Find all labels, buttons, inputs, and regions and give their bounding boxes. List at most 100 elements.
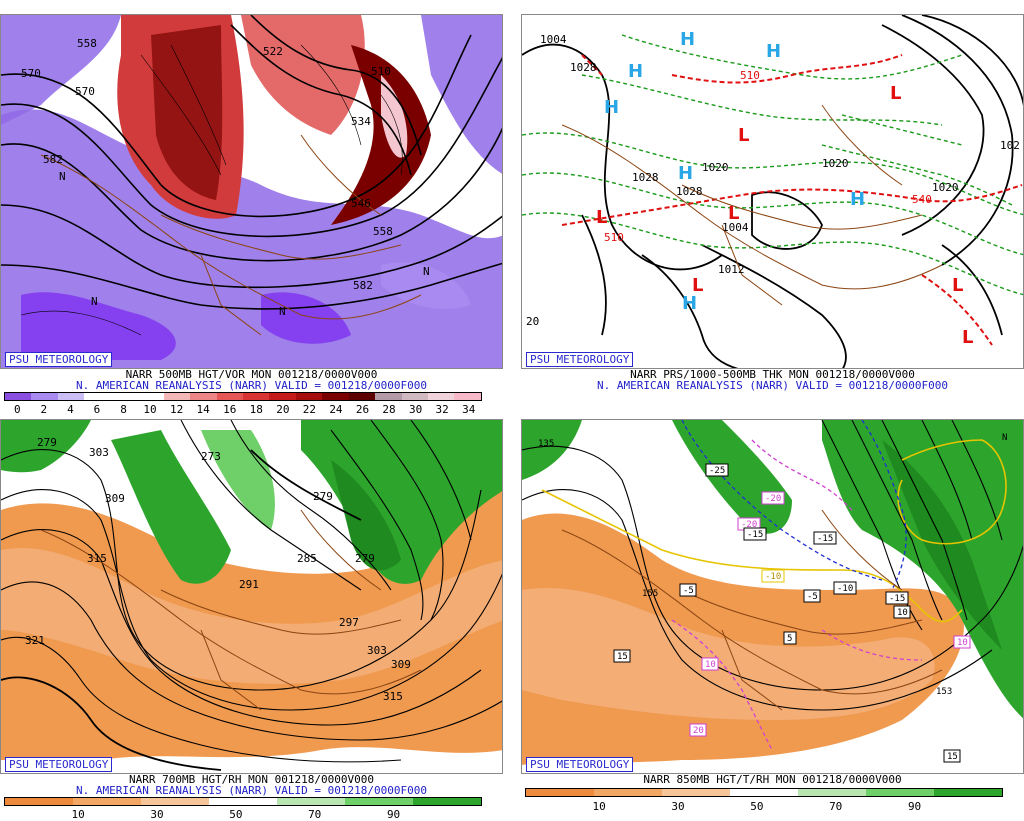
temp-box: 15 <box>943 749 961 763</box>
colorbar-tick-label: 14 <box>196 403 210 416</box>
colorbar-tick-label: 0 <box>13 403 21 416</box>
contour-label: 1020 <box>822 157 849 170</box>
contour-label: 309 <box>391 658 411 671</box>
temp-label: -5 <box>683 586 694 596</box>
contour-label: 1028 <box>570 61 597 74</box>
colorbar-tick-label: 28 <box>382 403 396 416</box>
colorbar-tick-label: 50 <box>229 808 243 821</box>
contour-label: 582 <box>43 153 63 166</box>
psu-meteorology-badge: PSU METEOROLOGY <box>5 352 113 367</box>
contour-labels-700mb: 303 309 315 321 279 273 285 279 291 297 … <box>25 436 411 703</box>
contour-label: 315 <box>383 690 403 703</box>
colorbar-tick-label: 18 <box>249 403 263 416</box>
map-850mb-temp-rh: 135 -25 -20 -20 -15 -15 -10 -15 -5 -5 -1… <box>521 419 1024 774</box>
contour-label: 582 <box>353 279 373 292</box>
colorbar-tick-label: 12 <box>169 403 184 416</box>
contour-label: 558 <box>77 37 97 50</box>
map-700mb-rh: 303 309 315 321 279 273 285 279 291 297 … <box>0 419 503 774</box>
colorbar-tick-label: 22 <box>302 403 316 416</box>
colorbar-ticks: 10 30 50 70 90 <box>525 800 1003 813</box>
contour-label: 540 <box>912 193 932 206</box>
temp-box: 10 <box>701 657 719 671</box>
temp-box: -15 <box>813 531 837 545</box>
high-pressure-marker: H <box>850 189 865 210</box>
temp-box: 15 <box>613 649 631 663</box>
colorbar-swatch <box>277 798 345 805</box>
colorbar-tick-label: 32 <box>435 403 449 416</box>
high-pressure-marker: H <box>628 61 643 82</box>
colorbar-swatch <box>141 798 209 805</box>
panel-caption-valid: N. AMERICAN REANALYSIS (NARR) VALID = 00… <box>597 379 948 392</box>
panel-500mb: 558 570 582 522 510 534 546 558 570 582 … <box>0 14 503 416</box>
temp-box: -5 <box>679 583 697 597</box>
temp-box: -10 <box>761 569 785 583</box>
temp-box: -20 <box>761 491 785 505</box>
colorbar-swatch <box>375 393 402 400</box>
temp-box: -25 <box>705 463 729 477</box>
temp-label: -15 <box>747 530 763 540</box>
map-500mb-vorticity: 558 570 582 522 510 534 546 558 570 582 … <box>0 14 503 369</box>
panel-850mb: 135 -25 -20 -20 -15 -15 -10 -15 -5 -5 -1… <box>521 419 1024 819</box>
colorbar-swatch <box>269 393 296 400</box>
contour-label: 279 <box>355 552 375 565</box>
colorbar-swatch <box>934 789 1002 796</box>
colorbar-tick-label: 20 <box>276 403 290 416</box>
contour-label: 558 <box>373 225 393 238</box>
temp-label: -20 <box>741 520 757 530</box>
panel-caption-title: NARR PRS/1000-500MB THK MON 001218/0000V… <box>630 368 915 381</box>
panel-caption-title: NARR 700MB HGT/RH MON 001218/0000V000 <box>128 773 375 786</box>
contour-label: 135 <box>538 439 554 449</box>
colorbar-swatch <box>110 393 138 400</box>
temp-label: -15 <box>817 534 833 544</box>
colorbar-swatch <box>209 798 277 805</box>
colorbar-swatch <box>73 798 141 805</box>
colorbar-tick-label: 6 <box>93 403 101 416</box>
colorbar-swatch <box>526 789 594 796</box>
panel-pressure-thickness: H H H H H H H L L L L L L L 1004 1028 51… <box>521 14 1024 414</box>
contour-label: 1004 <box>540 33 567 46</box>
colorbar-tick-label: 34 <box>462 403 476 416</box>
panel-caption-title: NARR 850MB HGT/T/RH MON 001218/0000V000 <box>643 773 902 786</box>
contour-label: 1028 <box>632 171 659 184</box>
contour-label: 297 <box>339 616 359 629</box>
contour-label: 102 <box>1000 139 1020 152</box>
colorbar-swatch <box>454 393 481 400</box>
colorbar-swatch <box>190 393 217 400</box>
colorbar-tick-label: 10 <box>592 800 606 813</box>
map-850mb-svg: 135 -25 -20 -20 -15 -15 -10 -15 -5 -5 -1… <box>522 420 1023 773</box>
colorbar-swatch <box>798 789 866 796</box>
colorbar-tick-label: 8 <box>120 403 127 416</box>
contour-label: 285 <box>297 552 317 565</box>
colorbar-ticks: 10 30 50 70 90 <box>4 808 482 821</box>
temp-label: 10 <box>705 660 716 670</box>
colorbar-tick-label: 30 <box>408 403 423 416</box>
colorbar-swatch <box>348 393 376 400</box>
contour-label: 570 <box>75 85 95 98</box>
high-pressure-marker: H <box>604 97 619 118</box>
colorbar-swatch <box>322 393 349 400</box>
colorbar-tick-label: 30 <box>150 808 164 821</box>
psu-meteorology-badge: PSU METEOROLOGY <box>526 757 634 772</box>
map-700mb-svg: 303 309 315 321 279 273 285 279 291 297 … <box>1 420 502 773</box>
contour-label: 321 <box>25 634 45 647</box>
colorbar-tick-label: 70 <box>308 808 322 821</box>
colorbar-tick-label: 26 <box>355 403 370 416</box>
high-pressure-marker: H <box>678 163 693 184</box>
map-500mb-svg: 558 570 582 522 510 534 546 558 570 582 … <box>1 15 502 368</box>
colorbar-tick-label: 70 <box>829 800 843 813</box>
low-pressure-marker: L <box>952 275 963 296</box>
temp-label: -10 <box>765 572 781 582</box>
contour-label: 309 <box>105 492 125 505</box>
contour-label: 510 <box>604 231 624 244</box>
colorbar-swatch <box>295 393 323 400</box>
low-pressure-marker: L <box>596 207 607 228</box>
high-low-markers: H H H H H H H L L L L L L L <box>596 29 973 348</box>
colorbar-swatch <box>137 393 164 400</box>
colorbar-swatch <box>31 393 58 400</box>
colorbar-swatch <box>84 393 111 400</box>
temp-box: -10 <box>833 581 857 595</box>
contour-labels-500mb: 558 570 582 522 510 534 546 558 570 582 … <box>21 37 430 318</box>
temperature-labels: 135 -25 -20 -20 -15 -15 -10 -15 -5 -5 -1… <box>538 433 1007 763</box>
high-pressure-marker: H <box>682 293 697 314</box>
contour-label: 1028 <box>676 185 703 198</box>
